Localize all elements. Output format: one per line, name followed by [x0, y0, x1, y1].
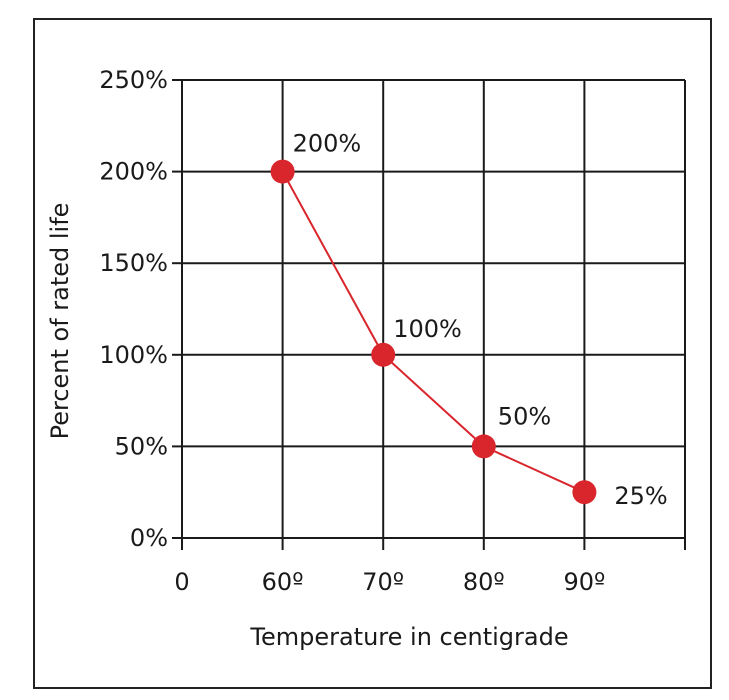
y-tick-label: 150%	[99, 249, 168, 277]
x-axis-title: Temperature in centigrade	[249, 623, 568, 651]
y-tick-label: 100%	[99, 341, 168, 369]
data-point	[471, 434, 496, 459]
x-tick-label: 60º	[262, 568, 304, 596]
data-label: 200%	[293, 130, 362, 158]
data-label: 100%	[393, 315, 462, 343]
x-tick-label: 80º	[463, 568, 505, 596]
y-tick-label: 0%	[130, 524, 168, 552]
data-label: 25%	[614, 482, 667, 510]
grid	[172, 79, 686, 550]
data-points	[270, 159, 597, 505]
y-tick-label: 200%	[99, 158, 168, 186]
y-tick-label: 250%	[99, 66, 168, 94]
x-tick-labels: 0 60º 70º 80º 90º	[174, 568, 605, 596]
y-tick-label: 50%	[115, 432, 168, 460]
x-tick-label: 90º	[563, 568, 605, 596]
data-label: 50%	[498, 402, 551, 430]
x-tick-label: 70º	[362, 568, 404, 596]
y-tick-labels: 0% 50% 100% 150% 200% 250%	[99, 66, 168, 552]
data-point	[270, 159, 295, 184]
data-point	[371, 342, 396, 367]
data-labels: 200% 100% 50% 25%	[293, 130, 668, 511]
x-tick-label: 0	[174, 568, 189, 596]
series-line	[281, 171, 585, 494]
data-point	[572, 480, 597, 505]
y-axis-title: Percent of rated life	[46, 203, 74, 440]
